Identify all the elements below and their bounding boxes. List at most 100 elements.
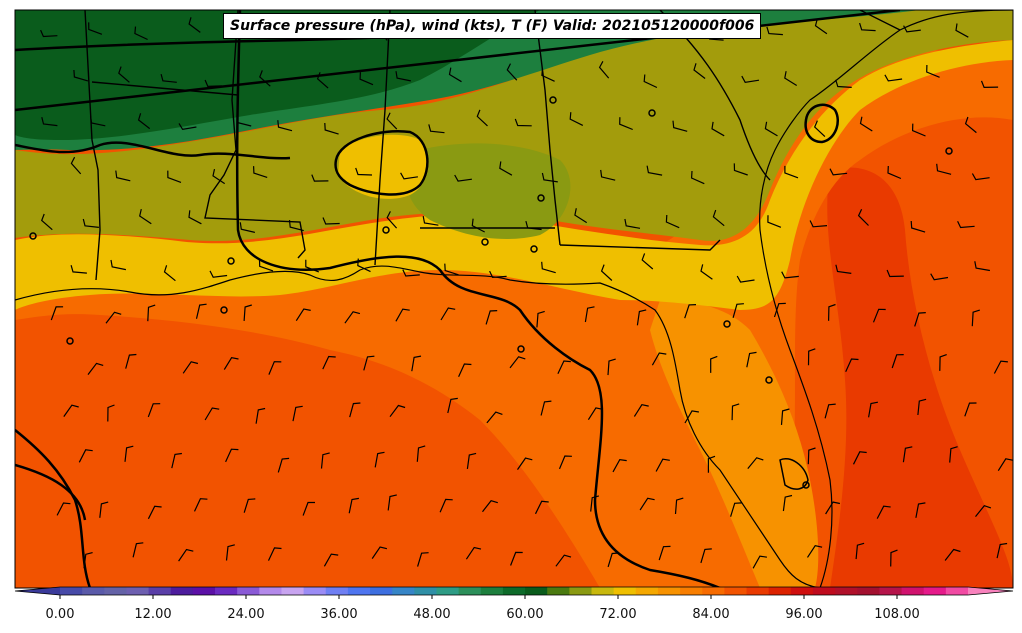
wind-barb [188, 210, 202, 225]
wind-barb [178, 548, 194, 562]
wind-barb [267, 547, 282, 561]
colorbar [14, 586, 1014, 599]
colorbar-tick-label: 72.00 [599, 607, 637, 622]
coastline [15, 10, 1013, 588]
wind-barb [193, 498, 208, 512]
wind-barb [63, 404, 79, 417]
wind-barb [167, 170, 182, 183]
wind-barb [980, 80, 999, 89]
wind-barb [389, 404, 406, 418]
wind-barb [712, 209, 725, 227]
wind-barb [903, 25, 921, 33]
wind-barb [73, 69, 89, 82]
wind-barb [746, 351, 757, 368]
wind-barb [416, 445, 426, 462]
colorbar-segment [945, 587, 969, 595]
colorbar-tick-label: 36.00 [320, 607, 358, 622]
colorbar-tick-label: 24.00 [227, 607, 265, 622]
wind-barb [124, 445, 134, 462]
wind-barb [732, 303, 744, 318]
colorbar-extend-min [15, 587, 60, 595]
temperature-field [15, 10, 1013, 588]
wind-barb [195, 303, 207, 319]
wind-barb [971, 173, 990, 181]
wind-barb [569, 112, 584, 126]
wind-barb [557, 360, 571, 374]
wind-barb [612, 458, 627, 473]
wind-barb [536, 310, 545, 328]
wind-barb [910, 220, 926, 233]
wind-barb [89, 116, 106, 127]
wind-barb [178, 123, 197, 131]
wind-barb [355, 167, 373, 176]
wind-barb [872, 308, 886, 323]
wind-barb [624, 218, 641, 229]
wind-barb [225, 448, 239, 463]
wind-barb [891, 354, 904, 369]
wind-barb [975, 504, 992, 517]
wind-barb [868, 401, 879, 418]
wind-barb [50, 306, 64, 321]
wind-barb [41, 117, 58, 127]
wind-barb [525, 220, 542, 231]
wind-barb [209, 270, 228, 278]
colorbar-segment [259, 587, 283, 595]
wind-barb [239, 222, 256, 233]
wind-barb [125, 353, 137, 369]
wind-barb [448, 67, 462, 83]
wind-barb [636, 309, 647, 326]
wind-barb [930, 273, 949, 281]
colorbar-segment [857, 587, 881, 595]
wind-barb [541, 261, 556, 274]
colorbar-tick-label: 0.00 [45, 607, 75, 622]
wind-barb [82, 218, 99, 228]
wind-barb [747, 457, 764, 469]
colorbar-segment [635, 587, 659, 595]
wind-barb [447, 397, 458, 414]
wind-barb [485, 310, 498, 325]
wind-barb [707, 455, 716, 473]
wind-barb [540, 400, 552, 416]
wind-barb [323, 553, 339, 567]
wind-barb [665, 214, 680, 229]
wind-barb [115, 170, 131, 182]
wind-barb [884, 74, 903, 82]
colorbar-segment [835, 587, 858, 595]
wind-barb [587, 407, 603, 421]
colorbar-segment [790, 587, 814, 595]
colorbar-segment [569, 587, 593, 595]
wind-barb [996, 542, 1008, 559]
wind-barb [223, 357, 239, 370]
wind-barb [395, 71, 411, 82]
wind-barb [105, 311, 122, 324]
colorbar-tick-label: 108.00 [874, 607, 920, 622]
colorbar-tick-label: 84.00 [692, 607, 730, 622]
wind-barb [371, 546, 388, 559]
wind-barb [915, 502, 926, 518]
wind-barb [510, 551, 523, 566]
colorbar-segment [170, 587, 194, 595]
wind-barb [684, 304, 697, 319]
wind-barb [277, 457, 290, 473]
wind-barb [859, 116, 873, 132]
wind-barb [584, 306, 595, 323]
wind-barb [439, 498, 453, 513]
wind-barb [137, 113, 151, 130]
colorbar-segment [215, 587, 238, 595]
colorbar-segment [392, 587, 415, 595]
wind-barb [926, 64, 940, 78]
wind-barb [295, 308, 311, 322]
wind-barb [322, 355, 336, 370]
wind-barb [784, 165, 799, 179]
wind-barb [83, 552, 93, 569]
wind-barb [829, 168, 848, 176]
wind-barb [658, 545, 671, 561]
wind-barb [322, 217, 340, 225]
colorbar-segment [126, 587, 150, 595]
wind-barb [890, 549, 898, 567]
wind-barb [643, 74, 658, 89]
wind-barb [292, 405, 303, 422]
wind-barb [619, 117, 633, 131]
colorbar-segment [325, 587, 349, 595]
wind-barb [444, 263, 459, 276]
